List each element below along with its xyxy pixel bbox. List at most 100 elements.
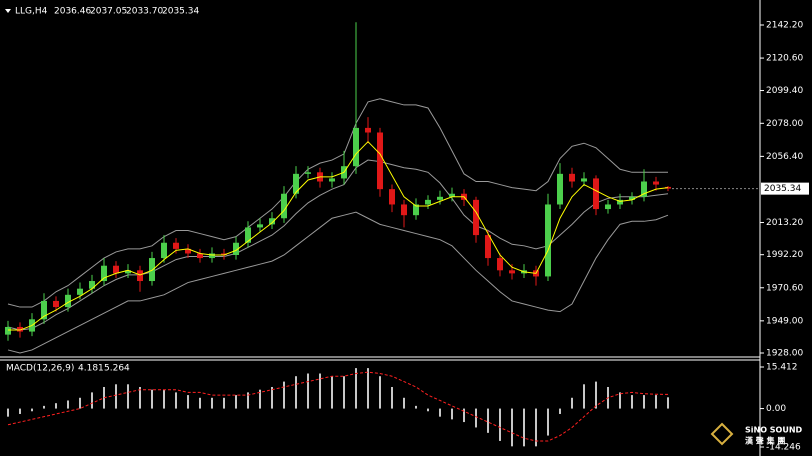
candle-body	[401, 204, 407, 216]
macd-bar	[91, 392, 93, 409]
y-tick-label: 2142.20	[766, 21, 803, 31]
y-tick-label: 1949.00	[766, 316, 803, 326]
macd-bar	[211, 397, 213, 409]
y-tick-label: 1928.00	[766, 349, 803, 359]
y-tick-label: 0.00	[766, 404, 786, 414]
macd-bar	[283, 381, 285, 409]
candle-body	[413, 204, 419, 216]
macd-bar	[643, 395, 645, 409]
macd-bar	[319, 373, 321, 409]
macd-bar	[295, 376, 297, 409]
candle-body	[233, 242, 239, 255]
y-tick-label: 2120.60	[766, 54, 803, 64]
candle-body	[101, 265, 107, 282]
moving-average	[8, 140, 669, 331]
macd-bar	[511, 408, 513, 447]
macd-bar	[7, 408, 9, 417]
macd-bar	[79, 397, 81, 409]
candle-body	[293, 173, 299, 194]
macd-bar	[403, 397, 405, 409]
macd-bar	[271, 386, 273, 409]
macd-bar	[307, 373, 309, 409]
candle-body	[5, 326, 11, 335]
candle-body	[389, 189, 395, 205]
macd-bar	[427, 408, 429, 412]
candle-body	[449, 193, 455, 197]
y-tick-label: 2013.20	[766, 218, 803, 228]
candle-body	[257, 224, 263, 228]
candle-body	[65, 294, 71, 308]
macd-bar	[67, 400, 69, 409]
candle-body	[329, 178, 335, 182]
macd-bar	[43, 405, 45, 409]
macd-bar	[487, 408, 489, 433]
candle-body	[89, 281, 95, 289]
candle-body	[617, 199, 623, 205]
candle-body	[593, 178, 599, 210]
macd-bar	[127, 384, 129, 409]
macd-bar	[523, 408, 525, 447]
macd-bar	[379, 376, 381, 409]
candle-body	[281, 193, 287, 219]
y-tick-label: 2056.40	[766, 152, 803, 162]
candle-body	[365, 127, 371, 133]
macd-bar	[343, 376, 345, 409]
band-upper	[7, 98, 668, 308]
macd-bar	[619, 392, 621, 409]
candle-body	[197, 253, 203, 259]
header-value: 2035.34	[162, 7, 199, 17]
header-value: 2033.70	[126, 7, 163, 17]
watermark-text: 漢 聲 集 團	[745, 436, 785, 446]
macd-bar	[31, 408, 33, 412]
candle-body	[185, 248, 191, 254]
macd-bar	[367, 368, 369, 409]
macd-bar	[355, 368, 357, 409]
candle-body	[221, 253, 227, 255]
indicator-title: MACD(12,26,9)	[6, 364, 74, 374]
menu-arrow[interactable]	[5, 9, 11, 13]
macd-bar	[655, 395, 657, 409]
signal-line	[7, 371, 669, 442]
header-value: 2036.46	[54, 7, 91, 17]
candle-body	[17, 326, 23, 332]
candle-body	[245, 227, 251, 243]
price-tag	[761, 182, 809, 195]
macd-bar	[439, 408, 441, 417]
macd-bar	[535, 408, 537, 447]
candle-body	[173, 242, 179, 249]
candle-body	[137, 270, 143, 282]
candle-body	[149, 258, 155, 282]
candle-body	[53, 300, 59, 308]
macd-bar	[187, 395, 189, 409]
macd-bar	[199, 397, 201, 409]
candle-body	[509, 270, 515, 274]
candle-body	[605, 204, 611, 210]
candle-body	[269, 218, 275, 225]
candle-body	[569, 173, 575, 182]
macd-bar	[163, 389, 165, 409]
macd-bar	[451, 408, 453, 420]
y-tick-label: 1992.20	[766, 250, 803, 260]
macd-bar	[631, 395, 633, 409]
macd-bar	[499, 408, 501, 441]
candle-body	[653, 181, 659, 185]
candle-body	[557, 173, 563, 205]
macd-bar	[223, 397, 225, 409]
indicator-value: 4.181	[78, 364, 104, 374]
macd-bar	[667, 397, 669, 409]
macd-bar	[151, 389, 153, 409]
candle-body	[41, 300, 47, 320]
macd-bar	[571, 397, 573, 409]
macd-bar	[247, 392, 249, 409]
y-tick-label: 15.412	[766, 363, 798, 373]
candle-body	[305, 172, 311, 174]
candle-body	[641, 181, 647, 197]
candle-body	[353, 127, 359, 167]
y-tick-label: 1970.60	[766, 283, 803, 293]
y-tick-label: 2099.40	[766, 86, 803, 96]
watermark: SiNO SOUND 漢 聲 集 團	[710, 422, 803, 446]
y-tick-label: -14.246	[766, 443, 801, 453]
macd-bar	[391, 386, 393, 409]
macd-bar	[559, 408, 561, 414]
band-middle	[7, 159, 669, 331]
